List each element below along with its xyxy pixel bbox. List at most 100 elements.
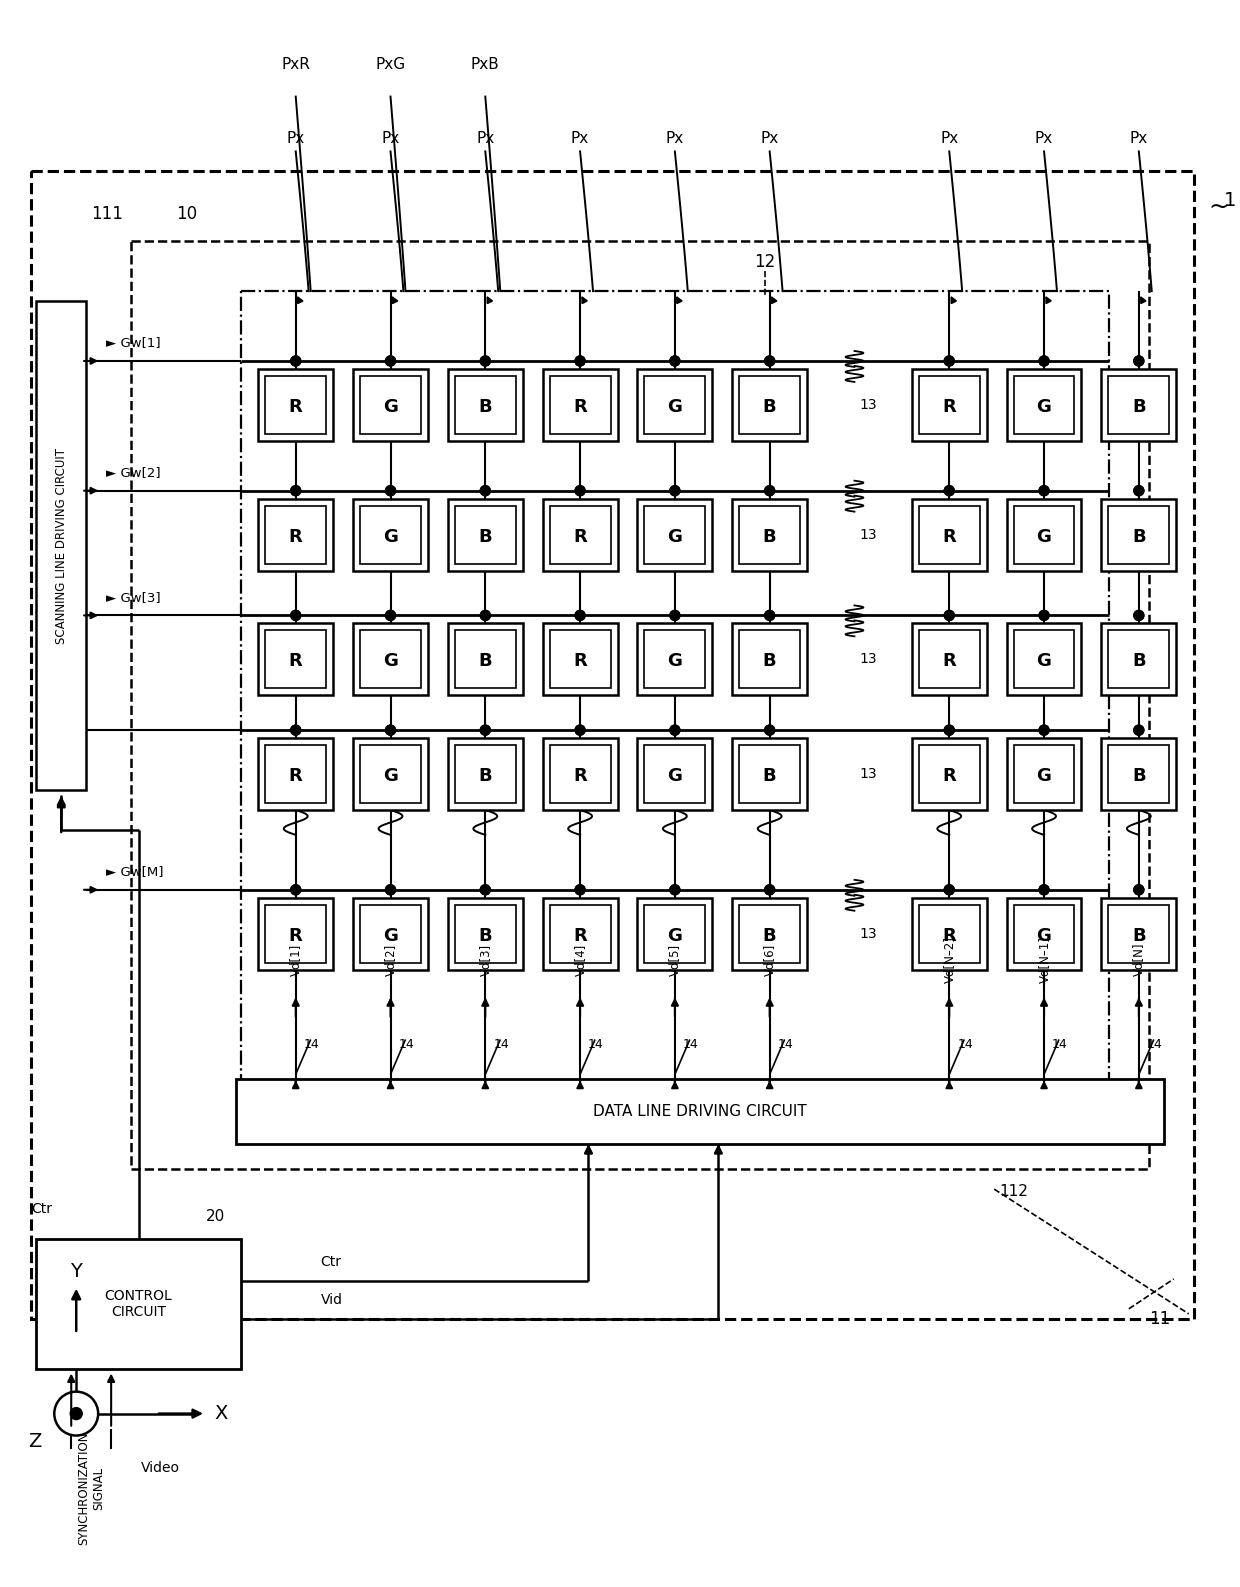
Bar: [911, 738, 987, 809]
Text: Vd[N]: Vd[N]: [1132, 943, 1146, 976]
Text: G: G: [1037, 927, 1052, 944]
Text: ► Gw[3]: ► Gw[3]: [107, 590, 161, 605]
Circle shape: [1133, 486, 1143, 495]
Bar: [353, 738, 428, 809]
Text: Vd[2]: Vd[2]: [384, 944, 397, 976]
Bar: [455, 376, 516, 433]
Text: 14: 14: [1147, 1038, 1163, 1051]
Text: R: R: [573, 398, 587, 416]
Circle shape: [290, 611, 301, 621]
Circle shape: [575, 611, 585, 621]
Bar: [36, 302, 87, 790]
Circle shape: [575, 725, 585, 735]
Circle shape: [765, 725, 775, 735]
Circle shape: [670, 611, 680, 621]
Bar: [733, 498, 807, 570]
Text: R: R: [289, 398, 303, 416]
Bar: [543, 624, 618, 695]
Circle shape: [290, 611, 301, 621]
Text: DATA LINE DRIVING CIRCUIT: DATA LINE DRIVING CIRCUIT: [593, 1105, 807, 1119]
Text: R: R: [289, 652, 303, 670]
Circle shape: [290, 886, 301, 895]
Text: Vd[6]: Vd[6]: [763, 944, 776, 976]
Text: SYNCHRONIZATION
SIGNAL: SYNCHRONIZATION SIGNAL: [77, 1431, 105, 1546]
Bar: [637, 738, 712, 809]
Circle shape: [765, 486, 775, 495]
Text: R: R: [573, 767, 587, 786]
Circle shape: [290, 725, 301, 735]
Bar: [448, 368, 523, 441]
Text: 14: 14: [1052, 1038, 1068, 1051]
Circle shape: [480, 355, 490, 367]
Bar: [733, 738, 807, 809]
Circle shape: [1133, 886, 1143, 895]
Circle shape: [575, 486, 585, 495]
Bar: [265, 376, 326, 433]
Text: G: G: [383, 652, 398, 670]
Bar: [549, 506, 610, 563]
Text: G: G: [667, 927, 682, 944]
Bar: [637, 898, 712, 970]
Bar: [645, 905, 706, 963]
Text: B: B: [763, 527, 776, 546]
Circle shape: [670, 886, 680, 895]
Bar: [919, 376, 980, 433]
Bar: [919, 630, 980, 689]
Circle shape: [1039, 725, 1049, 735]
Text: R: R: [942, 767, 956, 786]
Circle shape: [765, 355, 775, 367]
Circle shape: [386, 611, 396, 621]
Text: 13: 13: [859, 767, 877, 781]
Text: 14: 14: [494, 1038, 510, 1051]
Circle shape: [575, 611, 585, 621]
Circle shape: [290, 486, 301, 495]
Bar: [637, 624, 712, 695]
Text: R: R: [942, 652, 956, 670]
Bar: [1013, 905, 1075, 963]
Text: Vd[3]: Vd[3]: [479, 944, 492, 976]
Text: ~: ~: [1209, 194, 1230, 219]
Text: Px: Px: [476, 132, 495, 146]
Circle shape: [290, 725, 301, 735]
Text: G: G: [1037, 398, 1052, 416]
Text: 111: 111: [92, 205, 123, 224]
Bar: [1109, 630, 1169, 689]
Circle shape: [1133, 355, 1143, 367]
Text: G: G: [667, 527, 682, 546]
Circle shape: [1039, 486, 1049, 495]
Circle shape: [480, 486, 490, 495]
Circle shape: [765, 611, 775, 621]
Bar: [236, 1079, 1164, 1144]
Text: Px: Px: [1130, 132, 1148, 146]
Bar: [1013, 630, 1075, 689]
Circle shape: [575, 886, 585, 895]
Text: Px: Px: [286, 132, 305, 146]
Circle shape: [945, 725, 955, 735]
Text: Vd[1]: Vd[1]: [289, 944, 303, 976]
Text: 14: 14: [398, 1038, 414, 1051]
Circle shape: [1039, 611, 1049, 621]
Bar: [911, 368, 987, 441]
Text: 1: 1: [1224, 192, 1236, 211]
Circle shape: [765, 611, 775, 621]
Text: B: B: [1132, 927, 1146, 944]
Text: B: B: [1132, 767, 1146, 786]
Text: 13: 13: [859, 927, 877, 941]
Circle shape: [765, 355, 775, 367]
Bar: [645, 630, 706, 689]
Bar: [911, 498, 987, 570]
Circle shape: [765, 486, 775, 495]
Bar: [1109, 506, 1169, 563]
Text: G: G: [383, 527, 398, 546]
Text: B: B: [479, 398, 492, 416]
Text: PxB: PxB: [471, 57, 500, 71]
Circle shape: [1039, 486, 1049, 495]
Text: ► Gw[M]: ► Gw[M]: [107, 865, 164, 878]
Text: R: R: [942, 927, 956, 944]
Circle shape: [1039, 886, 1049, 895]
Circle shape: [1133, 725, 1143, 735]
Bar: [911, 624, 987, 695]
Bar: [353, 898, 428, 970]
Bar: [1007, 498, 1081, 570]
Circle shape: [670, 886, 680, 895]
